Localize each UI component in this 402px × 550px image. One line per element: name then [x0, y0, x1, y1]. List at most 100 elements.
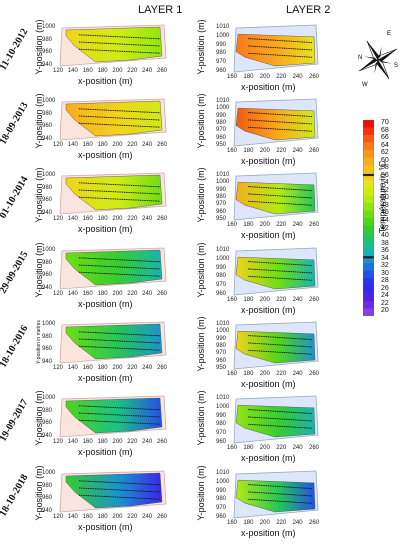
- x-tick-label: 240: [292, 297, 303, 303]
- x-tick-label: 240: [292, 520, 303, 526]
- y-tick-label: 980: [42, 110, 53, 117]
- colorbar-tick-label: 32: [381, 262, 389, 270]
- colorbar-segment: [363, 278, 374, 287]
- probe-line: [78, 122, 161, 128]
- colorbar-marker: [363, 173, 374, 177]
- x-tick-label: 260: [309, 371, 320, 377]
- colorbar-segment: [363, 285, 374, 294]
- y-tick-label: 940: [42, 359, 53, 365]
- x-tick-label: 200: [112, 142, 123, 148]
- colorbar-segment: [363, 225, 374, 234]
- y-tick-label: 1010: [216, 470, 230, 476]
- x-tick-label: 220: [127, 216, 138, 222]
- compass-e-label: E: [387, 31, 391, 37]
- colorbar-segment: [363, 218, 374, 226]
- y-tick-label: 990: [216, 335, 227, 342]
- x-axis-label: x-position (m): [241, 379, 296, 389]
- colorbar-marker: [363, 256, 374, 259]
- x-tick-label: 200: [112, 68, 123, 74]
- colorbar-segment: [363, 127, 374, 136]
- probe-line: [78, 189, 161, 195]
- colorbar-tick-label: 22: [381, 299, 389, 307]
- date-label: 18-10-2016: [0, 323, 31, 370]
- colorbar-tick-label: 54: [381, 179, 389, 187]
- colorbar-tick-label: 28: [381, 277, 389, 285]
- y-tick-label: 1000: [42, 24, 56, 30]
- colorbar-tick-label: 30: [381, 269, 389, 277]
- x-tick-label: 160: [227, 520, 238, 526]
- x-tick-label: 140: [67, 439, 78, 445]
- x-tick-label: 180: [97, 142, 108, 148]
- probe-line: [78, 108, 161, 114]
- colorbar-segment: [363, 240, 374, 249]
- colorbar-segment: [363, 233, 374, 241]
- probe-line: [78, 115, 161, 121]
- x-tick-label: 240: [142, 68, 153, 74]
- colorbar-tick-label: 24: [381, 292, 389, 300]
- y-tick-label: 990: [216, 412, 227, 419]
- y-axis-label: Y-position (m): [196, 93, 206, 149]
- x-tick-label: 220: [276, 445, 287, 451]
- x-tick-label: 160: [82, 514, 93, 520]
- x-axis-label: x-position (m): [78, 76, 133, 86]
- date-label: 01-10-2014: [0, 174, 31, 221]
- heatmap-plot: [59, 98, 167, 141]
- x-tick-label: 180: [243, 520, 254, 526]
- y-tick-label: 1000: [216, 478, 230, 485]
- y-tick-label: 1000: [216, 32, 230, 39]
- colorbar-tick-label: 70: [381, 119, 389, 126]
- layer-1-title: LAYER 1: [138, 4, 183, 16]
- colorbar: [363, 120, 374, 316]
- date-label: 11-10-2012: [0, 26, 31, 73]
- x-axis-label: x-position (m): [241, 305, 296, 315]
- x-tick-label: 140: [67, 291, 78, 297]
- heatmap-plot: [59, 321, 167, 364]
- colorbar-tick-label: 56: [381, 171, 389, 179]
- x-tick-label: 240: [292, 74, 303, 80]
- y-tick-label: 1000: [216, 105, 230, 112]
- probe-line: [78, 48, 161, 54]
- y-tick-label: 970: [216, 430, 227, 437]
- y-tick-label: 960: [42, 49, 53, 56]
- probe-line: [78, 480, 161, 486]
- y-tick-label: 980: [42, 184, 53, 191]
- x-tick-label: 120: [53, 216, 64, 222]
- colorbar-tick-label: 66: [381, 134, 389, 142]
- date-label: 18-09-2013: [0, 100, 31, 147]
- date-label: 19-09-2017: [0, 397, 31, 444]
- probe-line: [78, 405, 161, 411]
- x-tick-label: 220: [127, 514, 138, 520]
- x-tick-label: 240: [142, 142, 153, 148]
- colorbar-title: Température in °C: [377, 160, 388, 234]
- heatmap-plot: [59, 470, 167, 513]
- x-tick-label: 220: [276, 74, 287, 80]
- x-tick-label: 220: [127, 365, 138, 371]
- x-tick-label: 160: [227, 74, 238, 80]
- x-tick-label: 120: [53, 365, 64, 371]
- x-tick-label: 120: [53, 68, 64, 74]
- colorbar-segment: [363, 120, 374, 128]
- temperature-field: [235, 404, 316, 438]
- heatmap-plot: [59, 24, 167, 67]
- date-label: 18-10-2018: [0, 472, 31, 519]
- x-tick-label: 260: [157, 439, 168, 445]
- colorbar-segment: [363, 187, 374, 196]
- y-tick-label: 970: [216, 201, 227, 208]
- x-axis-label: x-position (m): [78, 447, 133, 457]
- y-axis-label: Y-position (m): [34, 19, 44, 75]
- y-tick-label: 980: [42, 259, 53, 266]
- x-tick-label: 240: [142, 514, 153, 520]
- x-tick-label: 260: [309, 74, 320, 80]
- colorbar-segment: [363, 270, 374, 279]
- y-tick-label: 950: [216, 216, 227, 222]
- y-tick-label: 960: [42, 346, 53, 353]
- y-tick-label: 1000: [42, 172, 56, 178]
- x-tick-label: 220: [276, 148, 287, 154]
- x-axis-label: x-position (m): [241, 230, 296, 240]
- x-tick-label: 240: [142, 439, 153, 445]
- x-tick-label: 180: [243, 371, 254, 377]
- y-axis-label: Y-position (m): [34, 390, 44, 446]
- x-tick-label: 140: [67, 216, 78, 222]
- x-tick-label: 200: [259, 74, 270, 80]
- colorbar-segment: [363, 263, 374, 272]
